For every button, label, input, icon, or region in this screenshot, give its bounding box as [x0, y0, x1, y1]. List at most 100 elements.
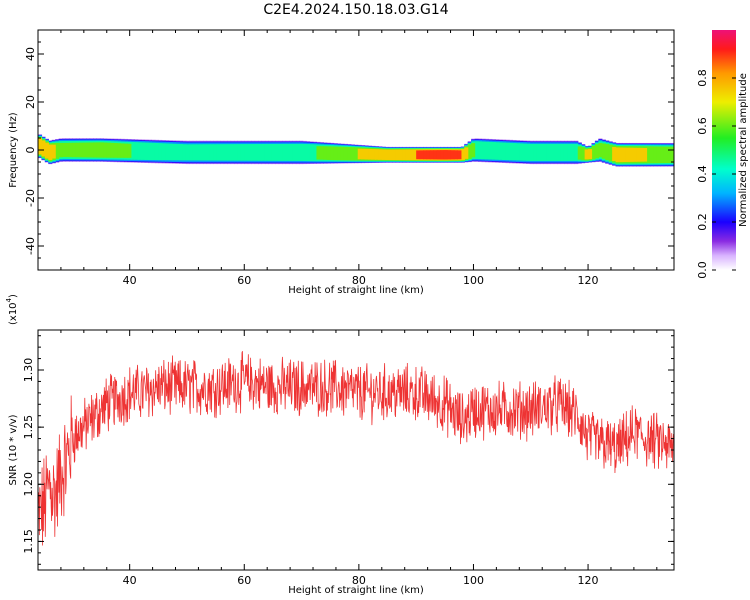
ridge-cell-level-5 [409, 149, 414, 161]
ridge-cell-level-4 [89, 142, 94, 158]
ridge-cell-level-3 [512, 143, 517, 161]
ridge-cell-level-3 [526, 143, 531, 161]
ridge-cell-level-3 [206, 144, 211, 161]
ridge-cell-level-5 [464, 147, 469, 159]
snr-y-tick-label: 1.15 [22, 529, 35, 554]
ridge-cell-level-3 [172, 143, 177, 161]
ridge-cell-level-4 [65, 142, 70, 158]
x-tick-label: 100 [463, 574, 484, 587]
ridge-cell-level-5 [402, 149, 407, 161]
ridge-cell-level-4 [86, 142, 91, 158]
ridge-cell-level-3 [309, 144, 314, 162]
ridge-cell-level-3 [515, 143, 520, 161]
ridge-cell-level-3 [268, 143, 273, 161]
ridge-cell-level-5 [405, 149, 410, 161]
ridge-cell-level-4 [343, 146, 349, 161]
ridge-cell-level-4 [110, 142, 115, 158]
figure-title: C2E4.2024.150.18.03.G14 [263, 2, 448, 18]
colorbar-tick-label: 0.8 [696, 69, 709, 87]
x-tick-label: 40 [123, 574, 137, 587]
ridge-cell-level-4 [598, 143, 603, 158]
ridge-cell-level-4 [601, 143, 606, 159]
colorbar-gradient [712, 30, 736, 270]
ridge-cell-level-5 [388, 149, 393, 161]
ridge-cell-level-4 [594, 144, 599, 159]
ridge-cell-level-6 [433, 150, 438, 160]
ridge-cell-level-5 [41, 140, 46, 157]
ridge-cell-level-3 [227, 144, 232, 161]
ridge-cell-level-4 [55, 142, 60, 159]
ridge-cell-level-5 [632, 147, 637, 162]
ridge-cell-level-3 [178, 144, 183, 161]
ridge-cell-level-3 [502, 142, 507, 161]
ridge-cell-level-3 [258, 144, 263, 161]
spectrogram-ylabel: Frequency (Hz) [8, 112, 19, 188]
ridge-cell-level-5 [588, 149, 593, 160]
ridge-cell-level-3 [182, 144, 187, 161]
ridge-cell-level-4 [649, 146, 654, 164]
ridge-cell-level-5 [357, 148, 362, 160]
x-tick-label: 60 [237, 274, 251, 287]
ridge-cell-level-5 [374, 149, 379, 160]
ridge-cell-level-4 [113, 143, 118, 158]
ridge-cell-level-3 [264, 143, 269, 161]
snr-axis-ticks: 40 60 80 100 120 1.15 1.20 1.25 1.30 [22, 330, 674, 587]
ridge-cell-level-3 [199, 144, 204, 161]
ridge-cell-level-6 [436, 150, 441, 160]
ridge-cell-level-4 [96, 142, 101, 158]
colorbar-ticks: 0.0 0.2 0.4 0.6 0.8 [696, 69, 736, 279]
ridge-cell-level-4 [323, 146, 328, 160]
ridge-cell-level-5 [398, 149, 404, 161]
ridge-cell-level-4 [127, 143, 132, 158]
ridge-cell-level-3 [567, 143, 572, 161]
ridge-cell-level-4 [646, 146, 651, 164]
ridge-cell-level-4 [670, 146, 674, 163]
snr-panel: 40 60 80 100 120 1.15 1.20 1.25 1.30 Height of s… [5, 294, 675, 596]
ridge-cell-level-2 [674, 144, 678, 165]
ridge-cell-level-3 [574, 143, 579, 161]
snr-xlabel: Height of straight line (km) [288, 585, 424, 596]
snr-multiplier-base: (x10 [8, 302, 19, 325]
y-tick-label: 40 [24, 47, 37, 61]
ridge-cell-level-4 [316, 146, 321, 160]
ridge-cell-level-3 [130, 141, 135, 160]
ridge-cell-level-3 [209, 144, 214, 161]
ridge-cell-level-5 [612, 147, 617, 161]
ridge-cell-level-4 [120, 143, 125, 158]
ridge-cell-level-4 [75, 142, 80, 158]
ridge-cell-level-3 [168, 143, 173, 161]
ridge-cell-level-5 [636, 147, 641, 162]
ridge-cell-level-3 [144, 142, 149, 160]
ridge-cell-level-3 [151, 142, 156, 161]
ridge-cell-level-3 [165, 143, 170, 161]
ridge-cell-level-3 [223, 144, 228, 161]
ridge-cell-level-4 [330, 146, 335, 161]
x-tick-label: 60 [237, 574, 251, 587]
ridge-cell-level-3 [533, 143, 538, 161]
ridge-cell-level-3 [536, 143, 541, 161]
colorbar-tick-label: 0.2 [696, 213, 709, 231]
spectrogram-axis-ticks: 40 60 80 100 120 -40 -20 0 20 40 [24, 29, 674, 287]
ridge-cell-level-5 [618, 147, 624, 163]
ridge-cell-level-4 [354, 147, 359, 161]
ridge-cell-level-3 [505, 142, 510, 161]
ridge-cell-level-0 [674, 143, 678, 167]
ridge-cell-level-4 [608, 144, 613, 162]
svg-text:(x104): (x104) [5, 294, 19, 325]
ridge-cell-level-3 [203, 144, 208, 161]
ridge-cell-level-4 [660, 146, 665, 164]
ridge-cell-level-3 [175, 143, 180, 161]
ridge-cell-level-3 [275, 143, 280, 161]
ridge-cell-level-3 [484, 141, 489, 160]
ridge-cell-level-3 [529, 143, 534, 161]
ridge-cell-level-3 [213, 144, 218, 161]
ridge-cell-level-3 [570, 143, 575, 161]
ridge-cell-level-5 [643, 148, 648, 162]
ridge-cell-level-5 [392, 149, 397, 161]
ridge-cell-level-3 [288, 143, 293, 161]
ridge-cell-level-5 [381, 149, 386, 160]
spectral-ridge [38, 134, 678, 167]
ridge-cell-level-4 [467, 144, 472, 159]
ridge-cell-level-4 [667, 146, 672, 163]
ridge-cell-level-3 [495, 142, 500, 160]
